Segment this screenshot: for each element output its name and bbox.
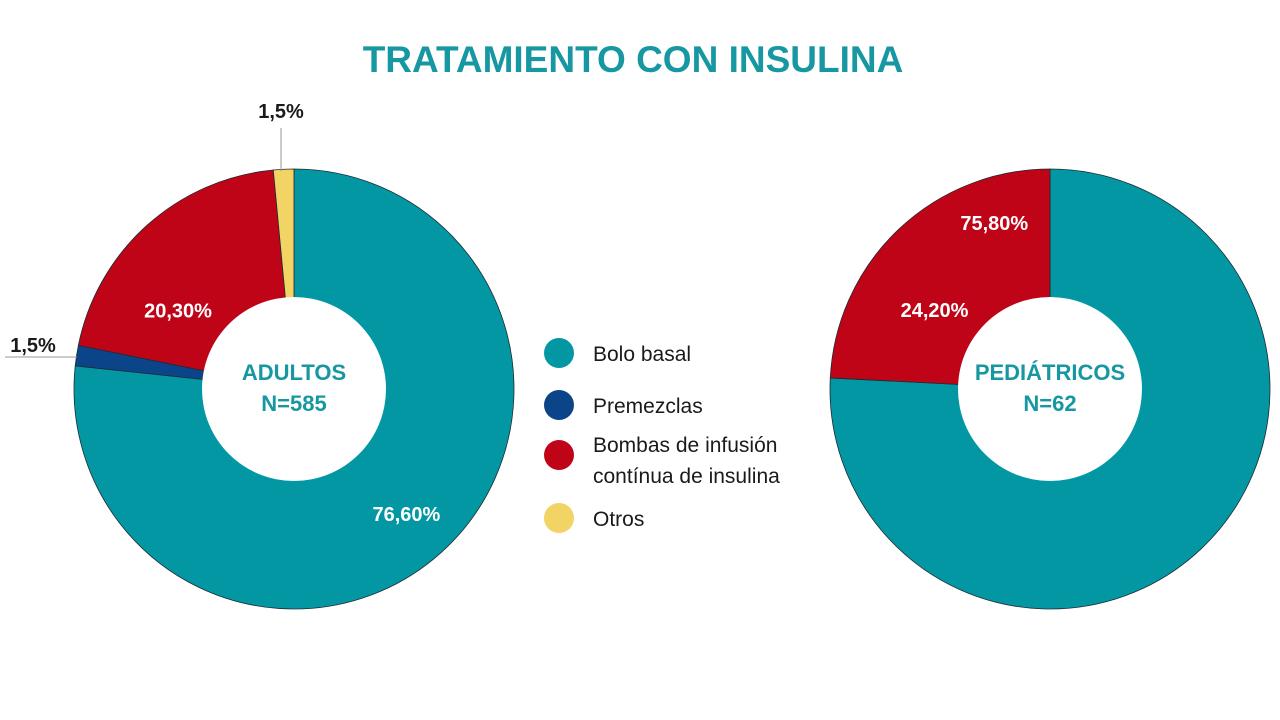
legend-swatch-icon: [544, 390, 574, 420]
chart-title: TRATAMIENTO CON INSULINA: [363, 39, 904, 80]
slice-label-premezclas: 1,5%: [10, 335, 56, 357]
legend-swatch-icon: [544, 440, 574, 470]
center-label-line: N=62: [1023, 391, 1076, 416]
legend: Bolo basal Premezclas Bombas de infusión co…: [544, 338, 780, 533]
legend-swatch-icon: [544, 338, 574, 368]
slice-label-otros: 1,5%: [258, 101, 304, 123]
legend-label: Bolo basal: [593, 343, 691, 366]
donut-chart-1: ADULTOS N=585 76,60% 1,5% 20,30% 1,5%: [5, 101, 515, 610]
legend-label: Bombas de infusión: [593, 434, 777, 457]
slice-label-bombas: 20,30%: [144, 301, 212, 323]
legend-item-bombas: Bombas de infusión contínua de insulina: [544, 434, 780, 488]
donut-hole: [958, 297, 1142, 481]
center-label-line: N=585: [261, 391, 326, 416]
donut-charts: ADULTOS N=585 76,60% 1,5% 20,30% 1,5% PEDIÁTRI…: [5, 101, 1271, 610]
slice-label-bolo_basal: 76,60%: [372, 504, 440, 526]
slice-label-bombas: 24,20%: [901, 300, 969, 322]
donut-chart-2: PEDIÁTRICOS N=62 75,80% 24,20%: [829, 168, 1271, 610]
legend-item-premezclas: Premezclas: [544, 390, 703, 420]
legend-item-bolo_basal: Bolo basal: [544, 338, 691, 368]
donut-hole: [202, 297, 386, 481]
legend-label: contínua de insulina: [593, 465, 780, 488]
legend-label: Otros: [593, 508, 644, 531]
center-label-line: ADULTOS: [242, 360, 346, 385]
legend-swatch-icon: [544, 503, 574, 533]
slice-label-bolo_basal: 75,80%: [960, 213, 1028, 235]
legend-item-otros: Otros: [544, 503, 644, 533]
center-label-line: PEDIÁTRICOS: [975, 360, 1125, 385]
legend-label: Premezclas: [593, 395, 703, 418]
